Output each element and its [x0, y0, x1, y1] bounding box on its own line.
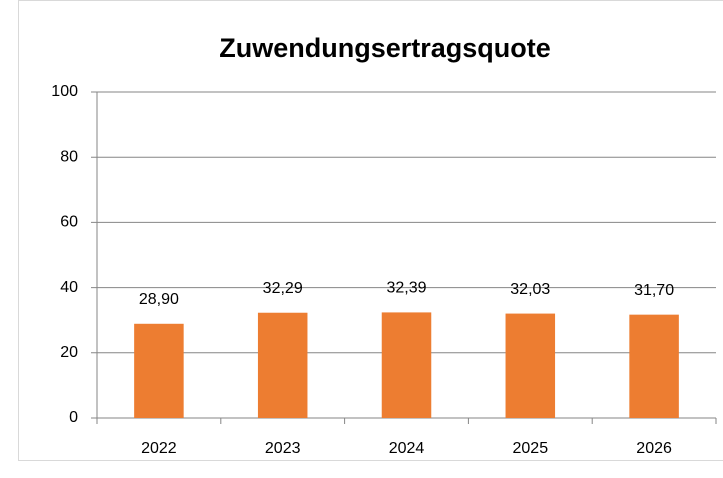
x-tick-label: 2025	[513, 440, 549, 457]
bar	[134, 323, 184, 418]
data-label: 28,90	[139, 291, 179, 308]
x-tick-label: 2024	[389, 440, 425, 457]
y-tick-label: 0	[69, 409, 78, 426]
bar	[257, 312, 308, 418]
bar	[629, 314, 679, 418]
y-tick-label: 100	[51, 83, 78, 100]
data-label: 31,70	[634, 282, 674, 299]
x-tick-label: 2026	[636, 440, 672, 457]
x-tick-label: 2022	[141, 440, 177, 457]
data-label: 32,29	[263, 280, 303, 297]
y-tick-label: 60	[60, 214, 78, 231]
data-label: 32,03	[510, 281, 550, 298]
chart-title: Zuwendungsertragsquote	[219, 33, 551, 63]
y-tick-label: 80	[60, 148, 78, 165]
y-tick-label: 20	[60, 344, 78, 361]
x-tick-label: 2023	[265, 440, 301, 457]
bar	[505, 313, 556, 418]
data-label: 32,39	[386, 280, 426, 297]
chart-border	[18, 0, 723, 461]
y-tick-label: 40	[60, 279, 78, 296]
bar	[381, 312, 432, 418]
